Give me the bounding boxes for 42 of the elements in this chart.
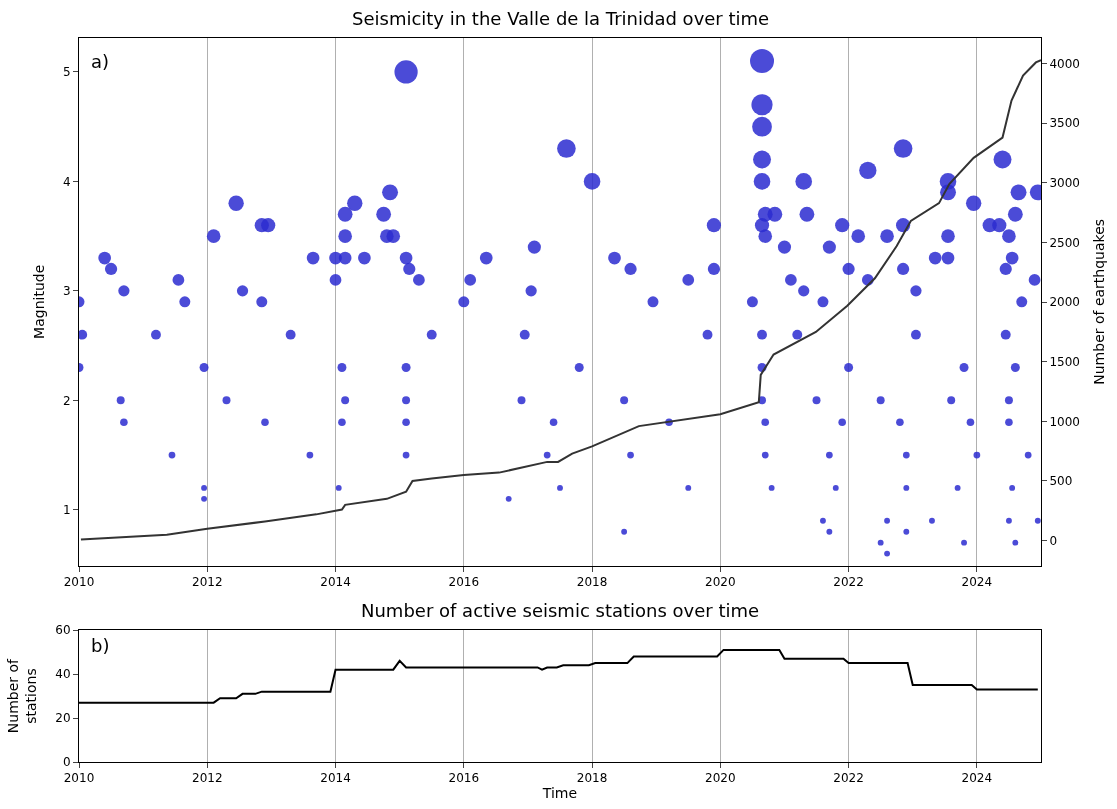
x-tick-label: 2022 — [833, 771, 864, 786]
y-tick-label: 2 — [62, 393, 71, 408]
y2-tick-label: 2500 — [1049, 235, 1080, 250]
x-tick-label: 2020 — [705, 771, 736, 786]
y-tick-label: 5 — [62, 65, 71, 80]
y-tick-label: 20 — [55, 711, 71, 726]
x-axis-title: Time — [541, 785, 578, 802]
y-tick-label: 0 — [62, 755, 71, 770]
y-tick-label: 40 — [55, 667, 71, 682]
x-tick-label: 2012 — [192, 575, 223, 590]
y2-tick-label: 2000 — [1049, 295, 1080, 310]
x-tick-label: 2014 — [320, 771, 351, 786]
x-tick-label: 2024 — [961, 771, 993, 786]
y2-tick-label: 1500 — [1049, 354, 1080, 369]
chart-title: Number of active seismic stations over time — [361, 600, 760, 621]
x-tick-label: 2018 — [576, 575, 608, 590]
y2-axis-title: Number of earthquakes — [1091, 218, 1108, 385]
y-tick-label: 1 — [62, 503, 71, 517]
x-tick-label: 2022 — [833, 575, 864, 590]
y-tick-label: 60 — [55, 623, 71, 638]
y2-tick-label: 1000 — [1049, 414, 1080, 429]
x-tick-label: 2016 — [448, 771, 480, 786]
x-tick-label: 2020 — [705, 575, 736, 590]
y-axis-title: Number of stations — [4, 657, 39, 734]
annotation: a) — [91, 51, 110, 72]
chart-title: Seismicity in the Valle de la Trinidad over time — [352, 8, 770, 29]
x-tick-label: 2010 — [63, 771, 95, 786]
y2-tick-label: 500 — [1049, 474, 1073, 489]
y-tick-label: 3 — [62, 284, 71, 299]
x-tick-label: 2018 — [576, 771, 608, 786]
x-tick-label: 2010 — [63, 575, 95, 590]
x-tick-label: 2012 — [192, 771, 223, 786]
y2-tick-label: 4000 — [1049, 56, 1080, 71]
y2-tick-label: 3500 — [1049, 116, 1080, 131]
x-tick-label: 2024 — [961, 575, 993, 590]
x-tick-label: 2014 — [320, 575, 351, 590]
y2-tick-label: 0 — [1049, 533, 1058, 548]
y-tick-label: 4 — [62, 174, 71, 189]
x-tick-label: 2016 — [448, 575, 480, 590]
y2-tick-label: 3000 — [1049, 176, 1080, 191]
y-axis-title: Magnitude — [30, 264, 47, 339]
annotation: b) — [91, 635, 110, 656]
